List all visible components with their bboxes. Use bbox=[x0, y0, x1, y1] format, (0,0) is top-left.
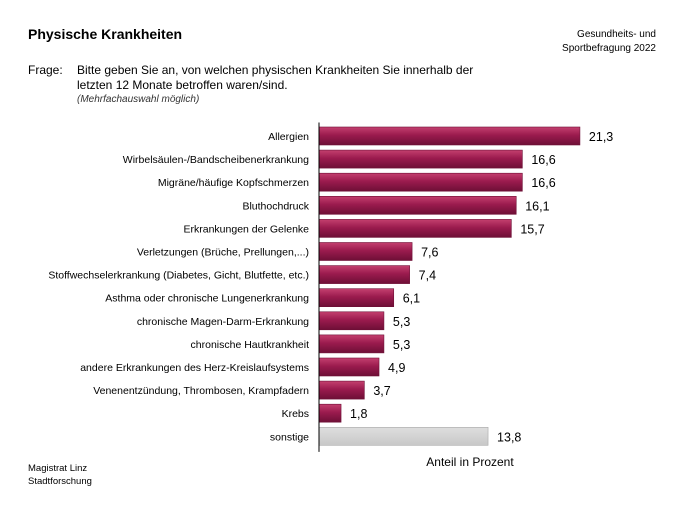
category-label: Asthma oder chronische Lungenerkrankung bbox=[105, 293, 309, 305]
bar-4 bbox=[318, 219, 512, 238]
value-label: 5,3 bbox=[393, 338, 410, 352]
value-label: 4,9 bbox=[388, 361, 405, 375]
value-label: 15,7 bbox=[520, 222, 544, 236]
value-label: 7,6 bbox=[421, 246, 438, 260]
bar-8 bbox=[318, 311, 385, 331]
value-label: 3,7 bbox=[373, 384, 390, 398]
category-label: Krebs bbox=[282, 408, 309, 420]
footer-line2: Stadtforschung bbox=[28, 476, 92, 487]
value-label: 16,6 bbox=[531, 153, 555, 167]
survey-name-line1: Gesundheits- und bbox=[577, 29, 656, 40]
survey-name: Gesundheits- und Sportbefragung 2022 bbox=[562, 28, 656, 56]
category-label: Venenentzündung, Thrombosen, Krampfadern bbox=[93, 385, 309, 397]
category-label: sonstige bbox=[270, 431, 309, 443]
value-label: 6,1 bbox=[403, 292, 420, 306]
category-label: chronische Hautkrankheit bbox=[191, 339, 310, 351]
question-text: Bitte geben Sie an, von welchen physisch… bbox=[77, 63, 474, 92]
value-label: 16,1 bbox=[525, 199, 549, 213]
category-label: Migräne/häufige Kopfschmerzen bbox=[158, 177, 309, 189]
category-label: Allergien bbox=[268, 131, 309, 143]
value-label: 7,4 bbox=[419, 269, 436, 283]
category-label: chronische Magen-Darm-Erkrankung bbox=[137, 316, 309, 328]
value-label: 21,3 bbox=[589, 130, 613, 144]
bar-3 bbox=[318, 196, 517, 215]
bar-12 bbox=[318, 403, 342, 423]
category-label: Stoffwechselerkrankung (Diabetes, Gicht,… bbox=[48, 270, 309, 282]
bar-13 bbox=[318, 426, 489, 446]
bar-5 bbox=[318, 242, 413, 261]
bar-9 bbox=[318, 334, 385, 354]
bar-11 bbox=[318, 380, 365, 400]
category-label: andere Erkrankungen des Herz-Kreislaufsy… bbox=[80, 362, 309, 374]
value-label: 5,3 bbox=[393, 315, 410, 329]
value-label: 1,8 bbox=[350, 407, 367, 421]
x-axis-title: Anteil in Prozent bbox=[426, 455, 514, 469]
footer-line1: Magistrat Linz bbox=[28, 463, 88, 474]
category-label: Bluthochdruck bbox=[242, 200, 309, 212]
chart-title: Physische Krankheiten bbox=[28, 26, 183, 42]
bar-1 bbox=[318, 149, 523, 169]
bar-7 bbox=[318, 288, 395, 308]
category-label: Erkrankungen der Gelenke bbox=[184, 223, 310, 235]
category-label: Verletzungen (Brüche, Prellungen,...) bbox=[137, 247, 309, 259]
category-label: Wirbelsäulen-/Bandscheibenerkrankung bbox=[123, 154, 309, 166]
bar-0 bbox=[318, 126, 581, 146]
bar-2 bbox=[318, 172, 523, 192]
bar-6 bbox=[318, 265, 410, 284]
question-note: (Mehrfachauswahl möglich) bbox=[77, 94, 200, 105]
survey-name-line2: Sportbefragung 2022 bbox=[562, 43, 656, 54]
value-label: 16,6 bbox=[531, 176, 555, 190]
question-label: Frage: bbox=[28, 63, 63, 77]
value-label: 13,8 bbox=[497, 430, 521, 444]
footer: Magistrat Linz Stadtforschung bbox=[28, 462, 92, 488]
bar-10 bbox=[318, 357, 380, 377]
